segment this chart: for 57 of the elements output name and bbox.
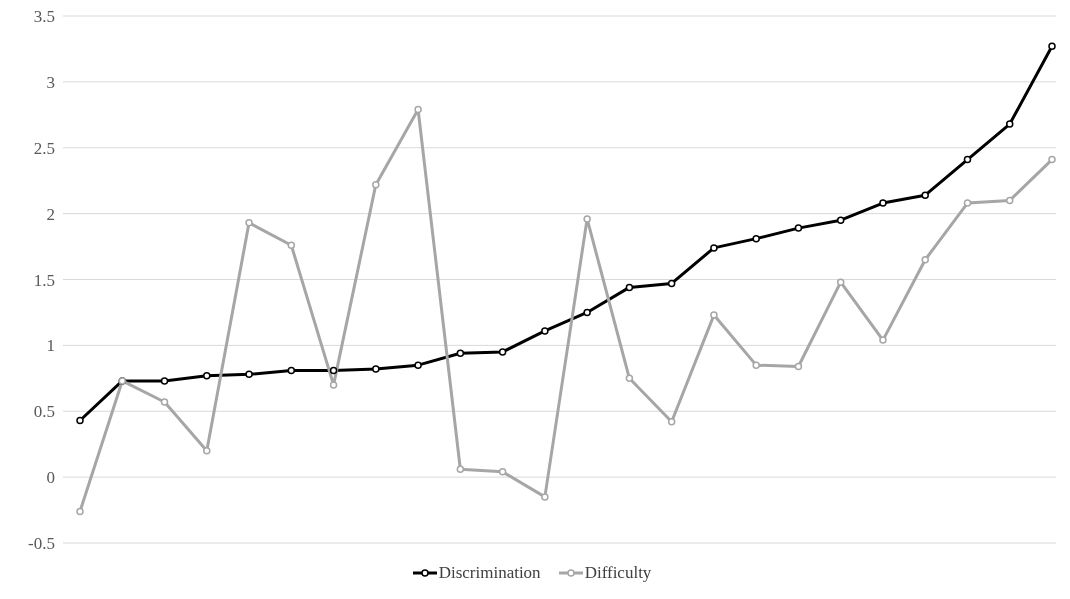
y-tick-label: 3 bbox=[46, 72, 55, 92]
point bbox=[879, 199, 887, 207]
point bbox=[963, 155, 972, 164]
point bbox=[583, 308, 591, 317]
point bbox=[625, 283, 634, 292]
y-tick-label: 1 bbox=[46, 336, 55, 356]
point bbox=[836, 278, 845, 286]
y-tick-label: 2.5 bbox=[33, 138, 55, 158]
point bbox=[1005, 196, 1014, 205]
point bbox=[498, 468, 507, 476]
point bbox=[372, 365, 380, 373]
point bbox=[794, 362, 803, 371]
point bbox=[160, 377, 169, 385]
point bbox=[245, 219, 253, 227]
point bbox=[203, 447, 211, 455]
point bbox=[1048, 155, 1056, 164]
point bbox=[498, 348, 507, 356]
point bbox=[583, 215, 591, 223]
point bbox=[541, 493, 549, 501]
legend-label: Discrimination bbox=[438, 563, 541, 583]
y-tick-label: 3.5 bbox=[33, 7, 55, 27]
point bbox=[76, 507, 84, 516]
point bbox=[794, 224, 803, 232]
point bbox=[710, 244, 718, 252]
point bbox=[921, 255, 929, 264]
point bbox=[372, 180, 380, 189]
point bbox=[1005, 120, 1014, 128]
point bbox=[879, 336, 887, 344]
point bbox=[287, 241, 296, 249]
point bbox=[203, 371, 211, 380]
y-tick-label: -0.5 bbox=[28, 534, 55, 554]
point bbox=[752, 361, 760, 369]
point bbox=[414, 361, 422, 369]
point bbox=[667, 418, 676, 426]
legend-label: Difficulty bbox=[584, 563, 652, 583]
point bbox=[329, 381, 338, 389]
point bbox=[541, 327, 549, 335]
point bbox=[160, 398, 169, 406]
point bbox=[76, 416, 84, 425]
y-tick-label: 0 bbox=[46, 468, 55, 488]
point bbox=[710, 311, 718, 319]
point bbox=[414, 105, 422, 114]
point bbox=[921, 191, 929, 199]
point bbox=[456, 349, 465, 358]
point bbox=[625, 374, 634, 383]
point bbox=[752, 234, 760, 243]
point bbox=[667, 279, 676, 288]
y-tick-label: 1.5 bbox=[33, 270, 55, 290]
point bbox=[963, 199, 972, 207]
point bbox=[456, 465, 465, 473]
point bbox=[329, 366, 338, 375]
y-tick-label: 2 bbox=[46, 204, 55, 224]
point bbox=[836, 216, 845, 224]
point bbox=[245, 370, 253, 379]
point bbox=[287, 366, 296, 375]
point bbox=[1048, 42, 1056, 51]
y-tick-label: 0.5 bbox=[33, 402, 55, 422]
